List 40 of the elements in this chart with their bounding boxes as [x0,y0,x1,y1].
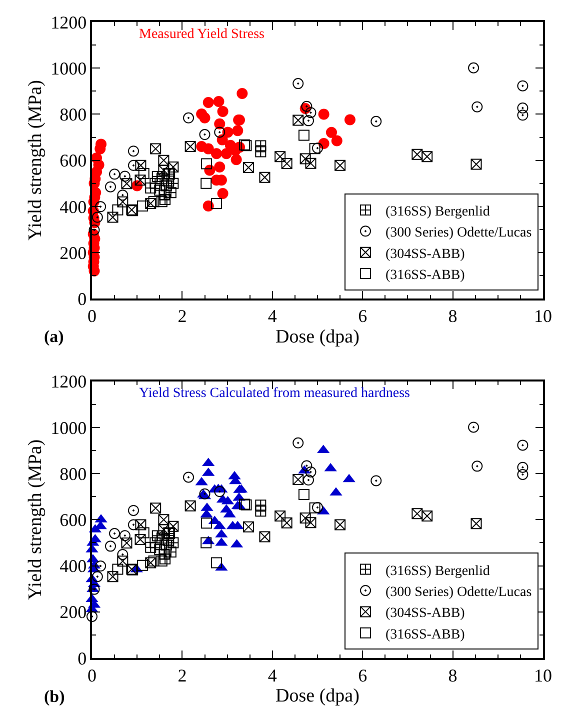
legend-label: (304SS-ABB) [385,606,466,622]
y-axis-title: Yield strength (MPa) [25,439,46,600]
legend-label: (300 Series) Odette/Lucas [385,226,532,241]
y-tick-label: 800 [60,104,87,125]
x-tick-label: 10 [534,306,552,326]
legend-label: (316SS) Bergenlid [385,204,490,220]
text: (a) [44,327,64,346]
y-tick-label: 400 [60,556,87,576]
x-axis-title: Dose (dpa) [276,686,360,707]
x-tick-label: 8 [448,665,458,686]
y-tick-label: 600 [60,510,87,530]
y-tick-label: 600 [60,150,87,171]
x-tick-label: 2 [178,665,187,686]
y-tick-label: 800 [60,464,87,484]
y-tick-label: 1000 [50,418,87,438]
legend-label: (300 Series) Odette/Lucas [385,584,532,600]
x-axis-title: Dose (dpa) [276,326,360,348]
y-axis-title: Yield strength (MPa) [25,80,46,241]
text: Yield Stress Calculated from measured hardness [139,386,410,401]
x-tick-label: 6 [358,665,368,686]
x-tick-label: 2 [178,306,187,326]
legend-label: (304SS-ABB) [385,246,466,262]
x-tick-label: 10 [534,665,552,686]
legend-label: (316SS-ABB) [385,268,466,284]
y-tick-label: 1200 [50,372,87,392]
y-tick-label: 200 [60,242,87,263]
legend-label: (316SS-ABB) [385,627,466,642]
text: Measured Yield Stress [139,27,264,42]
x-tick-label: 8 [448,306,458,326]
y-tick-label: 0 [78,648,87,668]
y-tick-label: 0 [78,288,87,309]
x-tick-label: 6 [358,306,368,326]
legend-label: (316SS) Bergenlid [385,564,490,579]
y-tick-label: 1200 [50,12,87,32]
text: (b) [44,687,65,706]
y-tick-label: 400 [60,196,87,217]
x-tick-label: 4 [268,306,277,326]
y-tick-label: 1000 [50,58,87,78]
x-tick-label: 4 [268,665,277,686]
y-tick-label: 200 [60,602,87,622]
